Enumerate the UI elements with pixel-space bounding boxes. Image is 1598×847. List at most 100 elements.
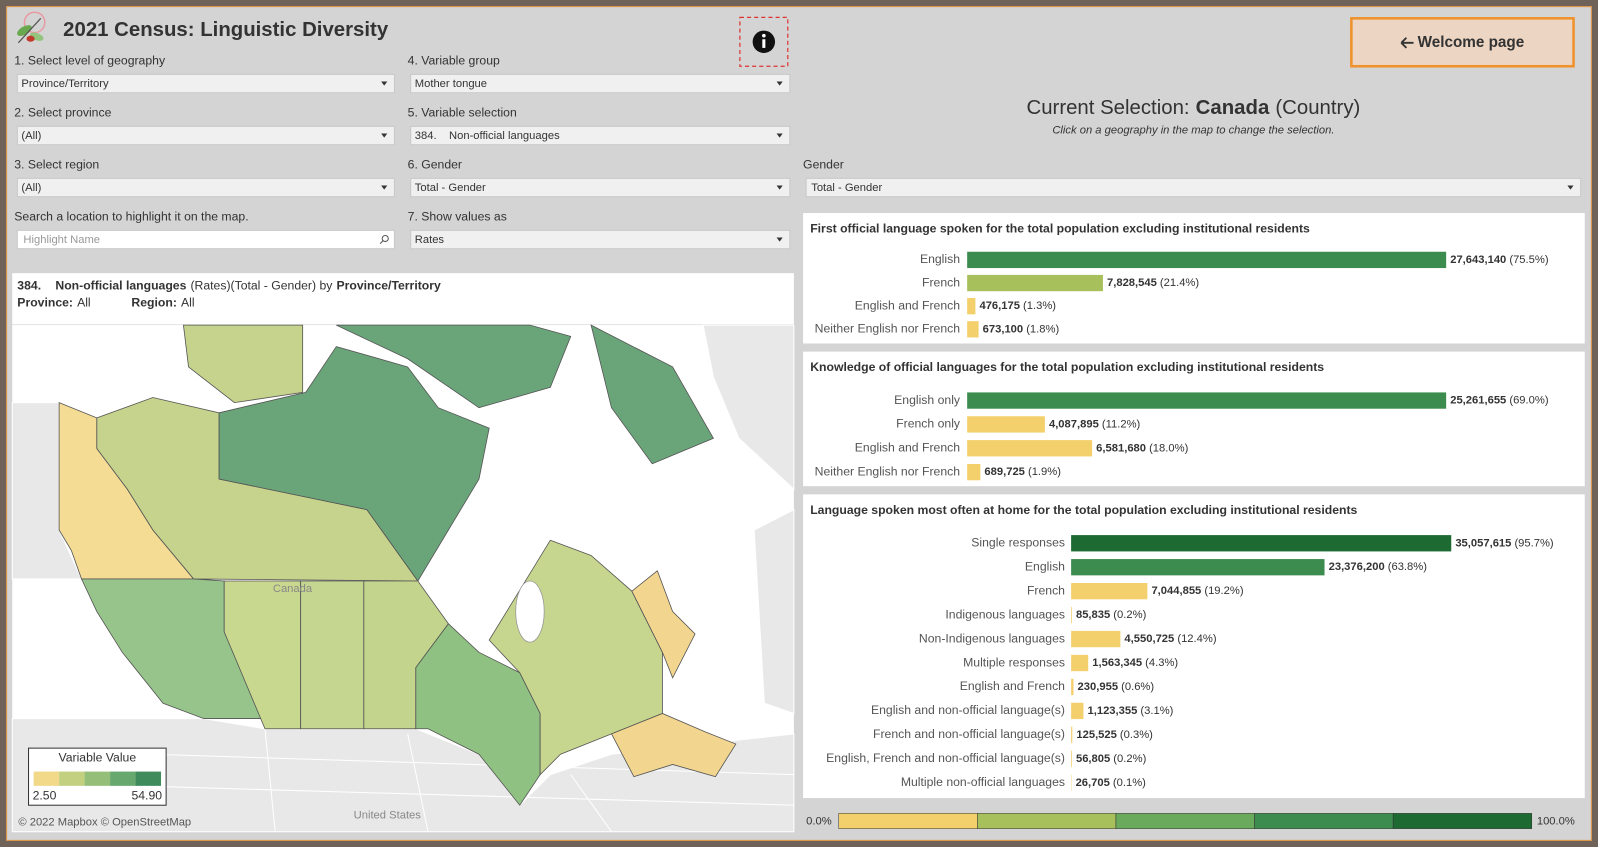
filter-label: 1. Select level of geography xyxy=(14,53,166,67)
bar-category: English and non-official language(s) xyxy=(871,703,1065,717)
bar-value: 6,581,680 xyxy=(1096,442,1146,454)
info-button[interactable] xyxy=(739,16,789,67)
control-box[interactable] xyxy=(410,73,791,94)
control-box[interactable] xyxy=(410,177,791,198)
bar-category: Multiple responses xyxy=(963,655,1065,669)
bar[interactable] xyxy=(967,274,1103,292)
control-box[interactable] xyxy=(16,229,395,250)
dropdown[interactable]: Mother tongue xyxy=(410,73,791,94)
selection-hint: Click on a geography in the map to chang… xyxy=(1052,124,1334,136)
filter-label: 4. Variable group xyxy=(408,53,500,67)
bar-value: 1,563,345 xyxy=(1092,657,1142,669)
bar-percent: (18.0%) xyxy=(1149,442,1188,454)
dropdown[interactable]: Rates xyxy=(410,229,791,250)
gender-value[interactable]: Total - Gender xyxy=(811,182,882,194)
dropdown-value[interactable]: Total - Gender xyxy=(415,182,486,194)
control-box[interactable] xyxy=(16,125,395,146)
bar[interactable] xyxy=(1071,654,1089,672)
bar[interactable] xyxy=(1071,583,1148,600)
bar-value: 56,805 xyxy=(1076,753,1110,765)
bar-percent: (4.3%) xyxy=(1145,657,1178,669)
bar-value-label: 7,828,545 (21.4%) xyxy=(1107,277,1199,289)
bar-value-label: 35,057,615 (95.7%) xyxy=(1455,537,1554,549)
bar[interactable] xyxy=(1071,630,1121,648)
bar-category: French xyxy=(1027,583,1065,597)
pct-legend-min: 0.0% xyxy=(806,815,832,827)
bar-value-label: 6,581,680 (18.0%) xyxy=(1096,442,1188,454)
bar-value: 25,261,655 xyxy=(1450,395,1506,407)
bar-category: English and French xyxy=(855,441,960,455)
current-selection: Current Selection: Canada (Country) xyxy=(1026,97,1360,119)
dropdown-arrow xyxy=(776,237,783,242)
bar-percent: (75.5%) xyxy=(1509,254,1548,266)
bar-percent: (69.0%) xyxy=(1509,395,1548,407)
bar[interactable] xyxy=(967,321,979,338)
bar-value: 85,835 xyxy=(1076,609,1110,621)
map-legend-swatch xyxy=(33,771,60,786)
dropdown-value[interactable]: (All) xyxy=(21,182,41,194)
bar-category: Neither English nor French xyxy=(815,464,960,478)
bar[interactable] xyxy=(1071,678,1074,696)
bar-percent: (21.4%) xyxy=(1160,277,1199,289)
bar-category: English xyxy=(1025,559,1065,573)
bar-value-label: 1,563,345 (4.3%) xyxy=(1092,657,1178,669)
title: 2021 Census: Linguistic Diversity xyxy=(63,19,389,41)
search-box[interactable]: Highlight Name xyxy=(16,229,395,250)
bar[interactable] xyxy=(967,463,981,481)
bar[interactable] xyxy=(1071,750,1072,767)
gender-dropdown[interactable]: Total - Gender xyxy=(805,177,1582,198)
dropdown[interactable]: Total - Gender xyxy=(410,177,791,198)
filter-label: 7. Show values as xyxy=(408,209,507,223)
bar[interactable] xyxy=(1071,726,1073,744)
bar[interactable] xyxy=(967,298,976,315)
bar[interactable] xyxy=(1071,559,1325,576)
dropdown-arrow xyxy=(381,185,388,190)
bar[interactable] xyxy=(967,392,1447,409)
bar[interactable] xyxy=(967,251,1447,269)
welcome-button[interactable]: Welcome page xyxy=(1350,17,1575,68)
bar-value-label: 27,643,140 (75.5%) xyxy=(1450,254,1549,266)
bar-percent: (19.2%) xyxy=(1204,585,1243,597)
search-placeholder[interactable]: Highlight Name xyxy=(23,234,100,246)
dropdown[interactable]: (All) xyxy=(16,177,395,198)
map-legend: Variable Value 2.50 54.90 xyxy=(28,747,167,806)
dropdown-value[interactable]: (All) xyxy=(21,130,41,142)
bar[interactable] xyxy=(1071,702,1084,720)
bar-category: Single responses xyxy=(971,535,1065,549)
control-box[interactable] xyxy=(410,229,791,250)
bar[interactable] xyxy=(1071,535,1452,552)
bar-percent: (63.8%) xyxy=(1388,561,1427,573)
bar-category: English xyxy=(920,252,960,266)
dropdown[interactable]: (All) xyxy=(16,125,395,146)
pct-legend-swatch xyxy=(1254,813,1394,829)
dropdown-value[interactable]: Mother tongue xyxy=(415,78,487,90)
map-subtitle: Province: All Region: All xyxy=(17,296,194,310)
bar-value: 476,175 xyxy=(979,300,1019,312)
bar-category: French and non-official language(s) xyxy=(873,727,1065,741)
welcome-label[interactable]: Welcome page xyxy=(1418,34,1525,51)
dropdown-value[interactable]: Rates xyxy=(415,234,445,246)
control-box[interactable] xyxy=(410,125,791,146)
bar-value-label: 673,100 (1.8%) xyxy=(983,323,1060,335)
bar-percent: (0.2%) xyxy=(1113,609,1146,621)
bar[interactable] xyxy=(967,440,1093,457)
control-box[interactable] xyxy=(16,177,395,198)
bar-percent: (0.3%) xyxy=(1120,729,1153,741)
dropdown[interactable]: Province/Territory xyxy=(16,73,395,94)
dropdown-value[interactable]: Province/Territory xyxy=(21,78,109,90)
bar-value-label: 230,955 (0.6%) xyxy=(1078,681,1155,693)
dropdown-value[interactable]: 384. Non-official languages xyxy=(415,130,560,142)
map[interactable] xyxy=(11,324,795,833)
bar-value-label: 26,705 (0.1%) xyxy=(1076,777,1147,789)
bar-percent: (0.1%) xyxy=(1113,777,1146,789)
bar-value: 230,955 xyxy=(1078,681,1118,693)
dropdown[interactable]: 384. Non-official languages xyxy=(410,125,791,146)
map-legend-swatch xyxy=(84,771,111,786)
pct-legend-swatch xyxy=(1392,813,1533,829)
control-box[interactable] xyxy=(16,73,395,94)
bar[interactable] xyxy=(1071,606,1072,624)
bar[interactable] xyxy=(967,416,1045,433)
map-legend-min: 2.50 xyxy=(33,788,57,802)
